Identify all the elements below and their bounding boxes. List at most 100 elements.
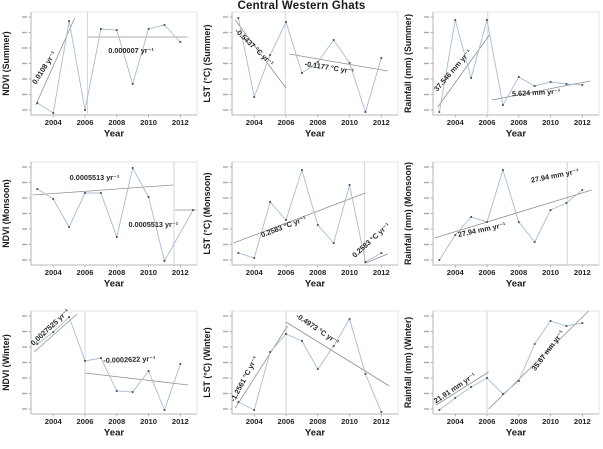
plot-border bbox=[432, 310, 600, 415]
data-point bbox=[163, 409, 166, 412]
data-point bbox=[501, 104, 504, 106]
chart-rainfall-monsoon: 2004 2006 2008 2010 2012 27.94 mm yr⁻¹ 27.94 m… bbox=[403, 161, 600, 289]
data-point bbox=[565, 201, 568, 204]
data-point bbox=[179, 363, 182, 366]
x-tick-label: 2008 bbox=[309, 417, 326, 426]
x-tick-label: 2006 bbox=[278, 268, 295, 277]
y-tick-label-smudge bbox=[22, 227, 27, 230]
y-tick-label-smudge bbox=[424, 62, 429, 65]
x-axis-label: Year bbox=[104, 128, 125, 139]
data-line bbox=[439, 320, 583, 411]
subplot-lst-summer: 2004 2006 2008 2010 2012 -0.5437 °C yr⁻¹ -0.11… bbox=[201, 0, 402, 150]
y-axis-label: NDVI (Summer) bbox=[1, 31, 11, 95]
data-point bbox=[581, 322, 584, 325]
trend-line bbox=[84, 372, 189, 386]
y-tick-label-smudge bbox=[424, 47, 429, 49]
x-tick-label: 2010 bbox=[542, 118, 559, 127]
y-tick-label-smudge bbox=[22, 331, 27, 333]
x-tick-label: 2008 bbox=[510, 118, 527, 127]
subplot-ndvi-winter: 2004 2006 2008 2010 2012 0.0027525 yr⁻¹ -0.000… bbox=[0, 299, 201, 449]
data-point bbox=[348, 183, 351, 186]
data-point bbox=[237, 251, 240, 254]
trend-line bbox=[285, 321, 390, 387]
y-tick-label-smudge bbox=[22, 212, 27, 214]
data-point bbox=[269, 351, 272, 354]
data-point bbox=[285, 218, 287, 221]
data-point bbox=[348, 318, 351, 321]
trend-line bbox=[437, 34, 490, 108]
trend-label: 27.94 mm yr⁻¹ bbox=[457, 220, 507, 239]
trend-line bbox=[32, 184, 174, 196]
x-tick-label: 2004 bbox=[246, 118, 264, 127]
y-axis-label: Rainfall (mm) (Monsoon) bbox=[403, 162, 413, 265]
data-point bbox=[285, 333, 287, 336]
y-tick-label-smudge bbox=[424, 78, 429, 80]
y-tick-label-smudge bbox=[223, 315, 228, 318]
y-tick-label-smudge bbox=[22, 78, 27, 80]
y-tick-label-smudge bbox=[223, 47, 228, 49]
y-axis-label: NDVI (Monsoon) bbox=[1, 179, 11, 247]
x-tick-label: 2006 bbox=[278, 417, 295, 426]
y-tick-label-smudge bbox=[223, 258, 228, 261]
data-point bbox=[533, 240, 536, 243]
data-point bbox=[517, 220, 520, 223]
data-point bbox=[486, 377, 488, 380]
data-point bbox=[163, 24, 166, 26]
y-tick-label-smudge bbox=[22, 258, 27, 261]
data-point bbox=[332, 241, 335, 244]
y-tick-label-smudge bbox=[223, 331, 228, 333]
y-tick-label-smudge bbox=[223, 165, 228, 168]
data-point bbox=[131, 83, 134, 85]
y-tick-label-smudge bbox=[223, 78, 228, 80]
trend-line bbox=[434, 189, 592, 239]
trend-line bbox=[289, 53, 388, 72]
data-point bbox=[549, 81, 552, 83]
x-tick-label: 2008 bbox=[510, 417, 527, 426]
x-tick-label: 2006 bbox=[77, 417, 94, 426]
x-tick-label: 2004 bbox=[447, 118, 465, 127]
trend-line bbox=[488, 311, 589, 410]
data-point bbox=[300, 340, 303, 343]
data-point bbox=[147, 195, 150, 198]
x-tick-label: 2004 bbox=[45, 417, 63, 426]
x-axis-label: Year bbox=[305, 428, 326, 439]
data-line bbox=[37, 166, 194, 262]
x-tick-label: 2012 bbox=[373, 417, 390, 426]
data-point bbox=[68, 20, 71, 22]
x-tick-label: 2006 bbox=[479, 268, 496, 277]
data-point bbox=[565, 325, 568, 328]
data-point bbox=[316, 61, 319, 63]
x-axis-label: Year bbox=[506, 128, 527, 139]
data-point bbox=[36, 343, 39, 346]
trend-line bbox=[35, 17, 76, 106]
x-tick-label: 2008 bbox=[510, 268, 527, 277]
x-axis-label: Year bbox=[305, 278, 326, 289]
x-tick-label: 2004 bbox=[447, 268, 465, 277]
data-point bbox=[533, 85, 536, 87]
subplot-rainfall-summer: 2004 2006 2008 2010 2012 37.546 mm yr⁻¹ 5.624 … bbox=[402, 0, 603, 150]
y-tick-label-smudge bbox=[424, 346, 429, 349]
x-tick-label: 2012 bbox=[172, 417, 189, 426]
data-point bbox=[52, 197, 55, 200]
trend-label: 0.0027525 yr⁻¹ bbox=[29, 307, 72, 348]
x-axis-label: Year bbox=[104, 428, 125, 439]
data-line bbox=[238, 318, 382, 413]
trend-label: 5.624 mm yr⁻¹ bbox=[512, 87, 561, 99]
x-tick-label: 2006 bbox=[77, 118, 94, 127]
data-line bbox=[238, 168, 382, 263]
data-point bbox=[332, 345, 335, 348]
y-tick-label-smudge bbox=[424, 181, 429, 183]
y-tick-label-smudge bbox=[22, 181, 27, 183]
data-point bbox=[380, 57, 383, 59]
y-tick-label-smudge bbox=[424, 315, 429, 318]
data-point bbox=[84, 109, 86, 111]
x-tick-label: 2012 bbox=[574, 417, 591, 426]
data-point bbox=[454, 19, 457, 21]
data-point bbox=[131, 391, 134, 394]
data-point bbox=[454, 397, 457, 400]
chart-lst-summer: 2004 2006 2008 2010 2012 -0.5437 °C yr⁻¹ -0.11… bbox=[202, 11, 399, 139]
data-point bbox=[253, 96, 256, 98]
data-point bbox=[115, 29, 118, 31]
